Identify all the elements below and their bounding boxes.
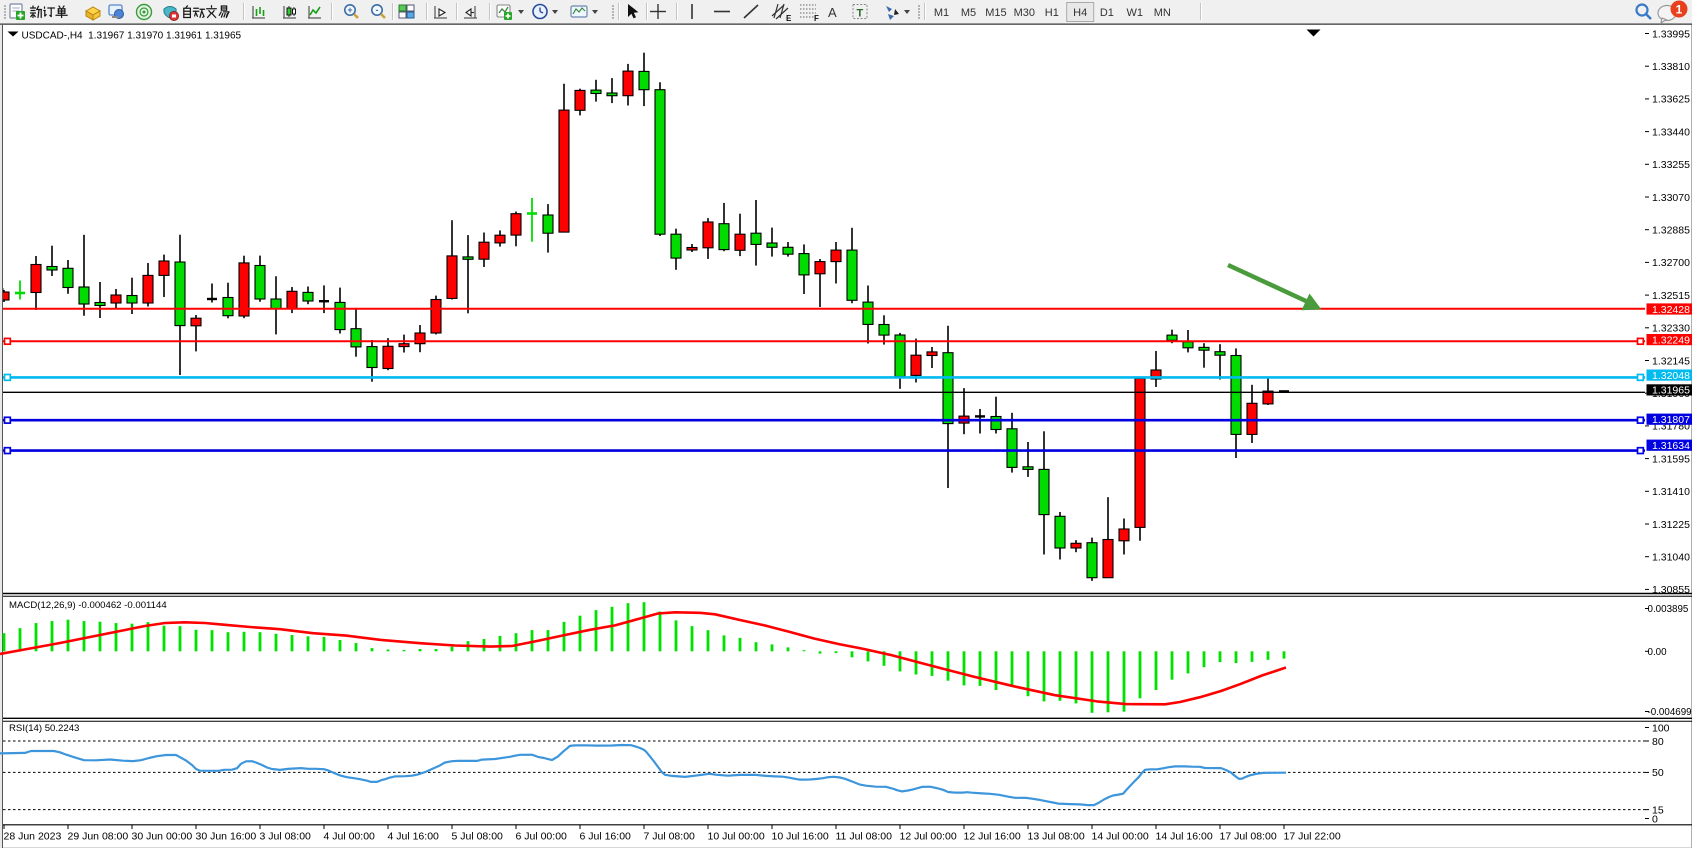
svg-text:6 Jul 00:00: 6 Jul 00:00: [516, 831, 568, 843]
svg-text:1.31225: 1.31225: [1652, 519, 1690, 531]
svg-text:1.33070: 1.33070: [1652, 192, 1690, 204]
svg-text:7 Jul 08:00: 7 Jul 08:00: [644, 831, 696, 843]
svg-text:1.32515: 1.32515: [1652, 290, 1690, 302]
svg-text:RSI(14) 50.2243: RSI(14) 50.2243: [9, 723, 79, 734]
svg-text:1.32885: 1.32885: [1652, 225, 1690, 237]
svg-text:1.32700: 1.32700: [1652, 257, 1690, 269]
svg-text:W1: W1: [1127, 7, 1144, 19]
svg-text:15: 15: [1652, 804, 1664, 816]
svg-text:17 Jul 22:00: 17 Jul 22:00: [1284, 831, 1341, 843]
svg-text:A: A: [828, 5, 837, 20]
svg-text:1.33810: 1.33810: [1652, 61, 1690, 73]
svg-text:USDCAD-,H4 1.31967 1.31970 1.: USDCAD-,H4 1.31967 1.31970 1.31961 1.319…: [22, 30, 242, 41]
svg-text:0: 0: [1652, 813, 1658, 825]
svg-text:1.31634: 1.31634: [1652, 440, 1690, 452]
svg-text:28 Jun 2023: 28 Jun 2023: [4, 831, 62, 843]
svg-text:1.30855: 1.30855: [1652, 584, 1690, 596]
svg-text:1.32428: 1.32428: [1652, 304, 1690, 316]
svg-text:1.31595: 1.31595: [1652, 453, 1690, 465]
svg-text:1.31965: 1.31965: [1652, 385, 1690, 397]
svg-text:1.31410: 1.31410: [1652, 486, 1690, 498]
svg-text:1.33440: 1.33440: [1652, 126, 1690, 138]
svg-text:12 Jul 00:00: 12 Jul 00:00: [900, 831, 957, 843]
svg-text:1.32145: 1.32145: [1652, 355, 1690, 367]
svg-text:0.003895: 0.003895: [1648, 604, 1689, 615]
svg-text:14 Jul 16:00: 14 Jul 16:00: [1156, 831, 1213, 843]
svg-text:1.32048: 1.32048: [1652, 370, 1690, 382]
svg-text:13 Jul 08:00: 13 Jul 08:00: [1028, 831, 1085, 843]
svg-text:M30: M30: [1014, 7, 1035, 19]
svg-text:-0.004699: -0.004699: [1648, 707, 1692, 718]
svg-text:100: 100: [1652, 722, 1670, 734]
svg-text:10 Jul 00:00: 10 Jul 00:00: [708, 831, 765, 843]
svg-text:12 Jul 16:00: 12 Jul 16:00: [964, 831, 1021, 843]
svg-text:+: +: [347, 5, 352, 15]
svg-text:30 Jun 00:00: 30 Jun 00:00: [132, 831, 193, 843]
svg-text:1.31807: 1.31807: [1652, 414, 1690, 426]
svg-text:D1: D1: [1100, 7, 1114, 19]
svg-text:11 Jul 08:00: 11 Jul 08:00: [836, 831, 893, 843]
svg-text:1.33625: 1.33625: [1652, 94, 1690, 106]
svg-text:5 Jul 08:00: 5 Jul 08:00: [452, 831, 504, 843]
svg-text:29 Jun 08:00: 29 Jun 08:00: [68, 831, 129, 843]
svg-text:MN: MN: [1154, 7, 1171, 19]
svg-text:3 Jul 08:00: 3 Jul 08:00: [260, 831, 312, 843]
svg-text:4 Jul 00:00: 4 Jul 00:00: [324, 831, 376, 843]
svg-text:H1: H1: [1045, 7, 1059, 19]
svg-text:6 Jul 16:00: 6 Jul 16:00: [580, 831, 632, 843]
svg-text:-: -: [376, 5, 379, 15]
svg-text:1.31040: 1.31040: [1652, 552, 1690, 564]
svg-text:4 Jul 16:00: 4 Jul 16:00: [388, 831, 440, 843]
svg-text:50: 50: [1652, 767, 1664, 779]
svg-text:H4: H4: [1073, 7, 1087, 19]
svg-text:F: F: [814, 14, 819, 23]
svg-text:M1: M1: [934, 7, 949, 19]
svg-text:MACD(12,26,9) -0.000462 -0.001: MACD(12,26,9) -0.000462 -0.001144: [9, 600, 167, 611]
svg-text:10 Jul 16:00: 10 Jul 16:00: [772, 831, 829, 843]
svg-text:1.32249: 1.32249: [1652, 334, 1690, 346]
svg-text:M15: M15: [985, 7, 1006, 19]
svg-text:1: 1: [1676, 3, 1683, 17]
svg-text:80: 80: [1652, 736, 1664, 748]
svg-text:E: E: [786, 14, 792, 23]
svg-text:17 Jul 08:00: 17 Jul 08:00: [1220, 831, 1277, 843]
svg-text:M5: M5: [961, 7, 976, 19]
svg-text:0.00: 0.00: [1648, 647, 1668, 658]
svg-text:1.32330: 1.32330: [1652, 323, 1690, 335]
svg-text:1.33255: 1.33255: [1652, 159, 1690, 171]
svg-text:T: T: [857, 8, 864, 20]
svg-text:14 Jul 00:00: 14 Jul 00:00: [1092, 831, 1149, 843]
svg-text:30 Jun 16:00: 30 Jun 16:00: [196, 831, 257, 843]
svg-text:1.33995: 1.33995: [1652, 28, 1690, 40]
